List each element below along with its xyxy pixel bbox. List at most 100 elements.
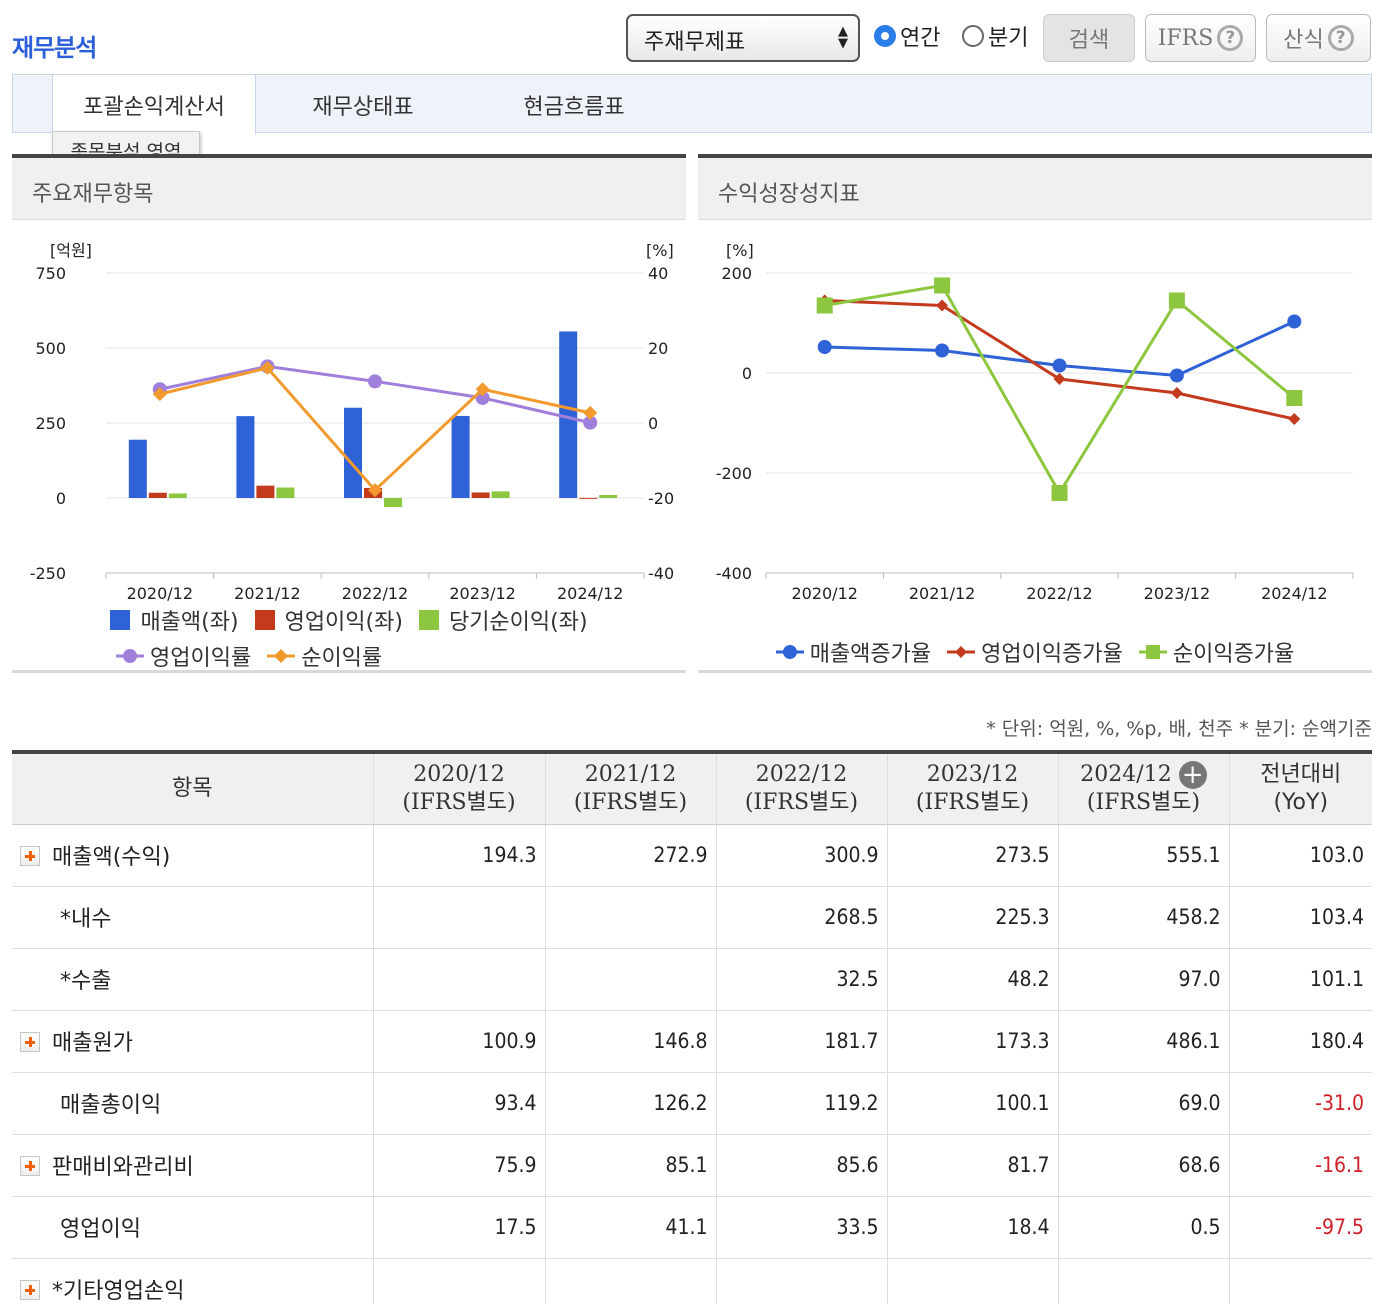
legend-label: 매출액증가율 <box>809 642 932 667</box>
expand-plus-icon[interactable] <box>20 846 40 866</box>
row-label: 매출액(수익) <box>52 845 171 870</box>
value-cell: 69.0 <box>1057 1072 1229 1135</box>
expand-plus-icon[interactable] <box>20 1156 40 1176</box>
table-row: 영업이익 17.5 41.1 33.5 18.4 0.5 -97.5 <box>12 1196 1372 1259</box>
bar <box>128 439 147 498</box>
table-row: *수출 32.5 48.2 97.0 101.1 <box>12 948 1372 1011</box>
legend-item[interactable]: 순이익증가율 <box>1138 636 1294 668</box>
legend-label: 영업이익률 <box>150 646 252 671</box>
row-label-cell: 영업이익 <box>12 1196 373 1259</box>
x-tick-label: 2024/12 <box>1261 584 1327 602</box>
legend-swatch-icon <box>418 610 439 630</box>
data-point <box>475 382 490 397</box>
yoy-cell: -97.5 <box>1228 1196 1372 1259</box>
value-cell: 68.6 <box>1057 1134 1229 1197</box>
table-row: *기타영업손익 <box>12 1258 1372 1304</box>
x-tick-label: 2021/12 <box>234 584 300 602</box>
formula-button[interactable]: 산식 ? <box>1266 14 1371 62</box>
data-point <box>583 405 598 420</box>
bar <box>491 491 510 498</box>
legend-label: 순이익률 <box>301 646 383 671</box>
legend-line-square-icon <box>1138 645 1167 659</box>
search-button[interactable]: 검색 <box>1043 14 1135 62</box>
value-cell: 32.5 <box>715 948 887 1011</box>
column-header-label: 2021/12 <box>584 761 677 787</box>
y-tick-label: -250 <box>30 564 66 583</box>
row-label: 영업이익 <box>60 1217 141 1242</box>
left-chart-legend: 매출액(좌) 영업이익(좌) 당기순이익(좌) 영업이익률 순이익률 <box>12 604 686 672</box>
column-header-label: 2022/12 <box>755 761 848 787</box>
tab-income-statement[interactable]: 포괄손익계산서 <box>52 75 256 135</box>
value-cell <box>886 1258 1058 1304</box>
radio-unchecked-icon <box>962 25 984 47</box>
yoy-cell: -16.1 <box>1228 1134 1372 1197</box>
legend-item[interactable]: 당기순이익(좌) <box>418 604 588 636</box>
bar <box>256 485 275 498</box>
legend-item[interactable]: 순이익률 <box>267 640 382 672</box>
legend-item[interactable]: 매출액증가율 <box>775 636 932 668</box>
value-cell <box>544 948 716 1011</box>
legend-item[interactable]: 영업이익률 <box>116 640 251 672</box>
expand-plus-icon[interactable]: + <box>1178 760 1207 789</box>
expand-plus-icon[interactable] <box>20 1032 40 1052</box>
help-icon: ? <box>1217 25 1244 51</box>
value-cell: 93.4 <box>372 1072 545 1135</box>
value-cell <box>372 1258 545 1304</box>
y-tick-label: 750 <box>35 264 66 283</box>
ifrs-button[interactable]: IFRS ? <box>1145 14 1256 62</box>
bar <box>344 407 362 498</box>
table-row: 매출원가 100.9 146.8 181.7 173.3 486.1 180.4 <box>12 1010 1372 1073</box>
y2-tick-label: -40 <box>648 564 674 583</box>
legend-label: 영업이익(좌) <box>284 610 403 635</box>
value-cell: 81.7 <box>886 1134 1058 1197</box>
tab-label: 재무상태표 <box>312 94 414 120</box>
updown-arrow-icon: ▲ ▼ <box>838 24 848 51</box>
ifrs-button-label: IFRS <box>1157 25 1214 51</box>
row-label-cell[interactable]: 매출원가 <box>12 1010 373 1073</box>
row-label: *기타영업손익 <box>52 1279 185 1304</box>
data-point <box>1053 373 1066 385</box>
column-header-sub: (IFRS별도) <box>1086 789 1201 815</box>
statement-tabs: 포괄손익계산서 재무상태표 현금흐름표 <box>12 74 1372 135</box>
statement-select[interactable]: 주재무제표 ▲ ▼ <box>626 14 860 62</box>
x-tick-label: 2024/12 <box>557 584 623 602</box>
right-panel-title-text: 수익성장성지표 <box>718 182 860 207</box>
x-tick-label: 2020/12 <box>127 584 193 602</box>
table-row: 매출총이익 93.4 126.2 119.2 100.1 69.0 -31.0 <box>12 1072 1372 1135</box>
divider <box>12 670 686 673</box>
tab-cash-flow[interactable]: 현금흐름표 <box>491 75 657 134</box>
legend-item[interactable]: 매출액(좌) <box>110 604 239 636</box>
row-label: 매출원가 <box>52 1031 133 1056</box>
bar <box>559 331 578 498</box>
radio-quarter[interactable]: 분기 <box>962 20 1028 52</box>
column-header-label: 전년대비 <box>1260 761 1342 787</box>
column-header: 전년대비 (YoY) <box>1228 752 1372 825</box>
radio-quarter-label: 분기 <box>988 26 1029 51</box>
expand-plus-icon[interactable] <box>20 1280 40 1300</box>
value-cell: 41.1 <box>544 1196 716 1259</box>
value-cell: 273.5 <box>886 824 1058 887</box>
yoy-cell: 103.0 <box>1228 824 1372 887</box>
legend-item[interactable]: 영업이익(좌) <box>254 604 403 636</box>
financial-table: 항목 2020/12 (IFRS별도) 2021/12 (IFRS별도) 2022/… <box>12 750 1372 1304</box>
legend-line-circle-icon <box>775 645 804 659</box>
value-cell: 0.5 <box>1057 1196 1229 1259</box>
row-label-cell[interactable]: *기타영업손익 <box>12 1258 373 1304</box>
tab-balance-sheet[interactable]: 재무상태표 <box>275 75 451 134</box>
legend-label: 당기순이익(좌) <box>448 610 588 635</box>
data-point <box>1286 390 1303 406</box>
value-cell <box>715 1258 887 1304</box>
table-row: 판매비와관리비 75.9 85.1 85.6 81.7 68.6 -16.1 <box>12 1134 1372 1197</box>
value-cell: 486.1 <box>1057 1010 1229 1073</box>
bar <box>579 497 598 499</box>
row-label-cell[interactable]: 판매비와관리비 <box>12 1134 373 1197</box>
y-tick-label: 250 <box>35 414 66 433</box>
data-point <box>368 483 382 498</box>
yoy-cell: -31.0 <box>1228 1072 1372 1135</box>
row-label-cell[interactable]: 매출액(수익) <box>12 824 373 887</box>
radio-annual[interactable]: 연간 <box>874 20 940 52</box>
value-cell: 146.8 <box>544 1010 716 1073</box>
legend-item[interactable]: 영업이익증가율 <box>947 636 1123 668</box>
table-row: 매출액(수익) 194.3 272.9 300.9 273.5 555.1 103.0 <box>12 824 1372 887</box>
y-axis-unit: [%] <box>726 241 754 260</box>
